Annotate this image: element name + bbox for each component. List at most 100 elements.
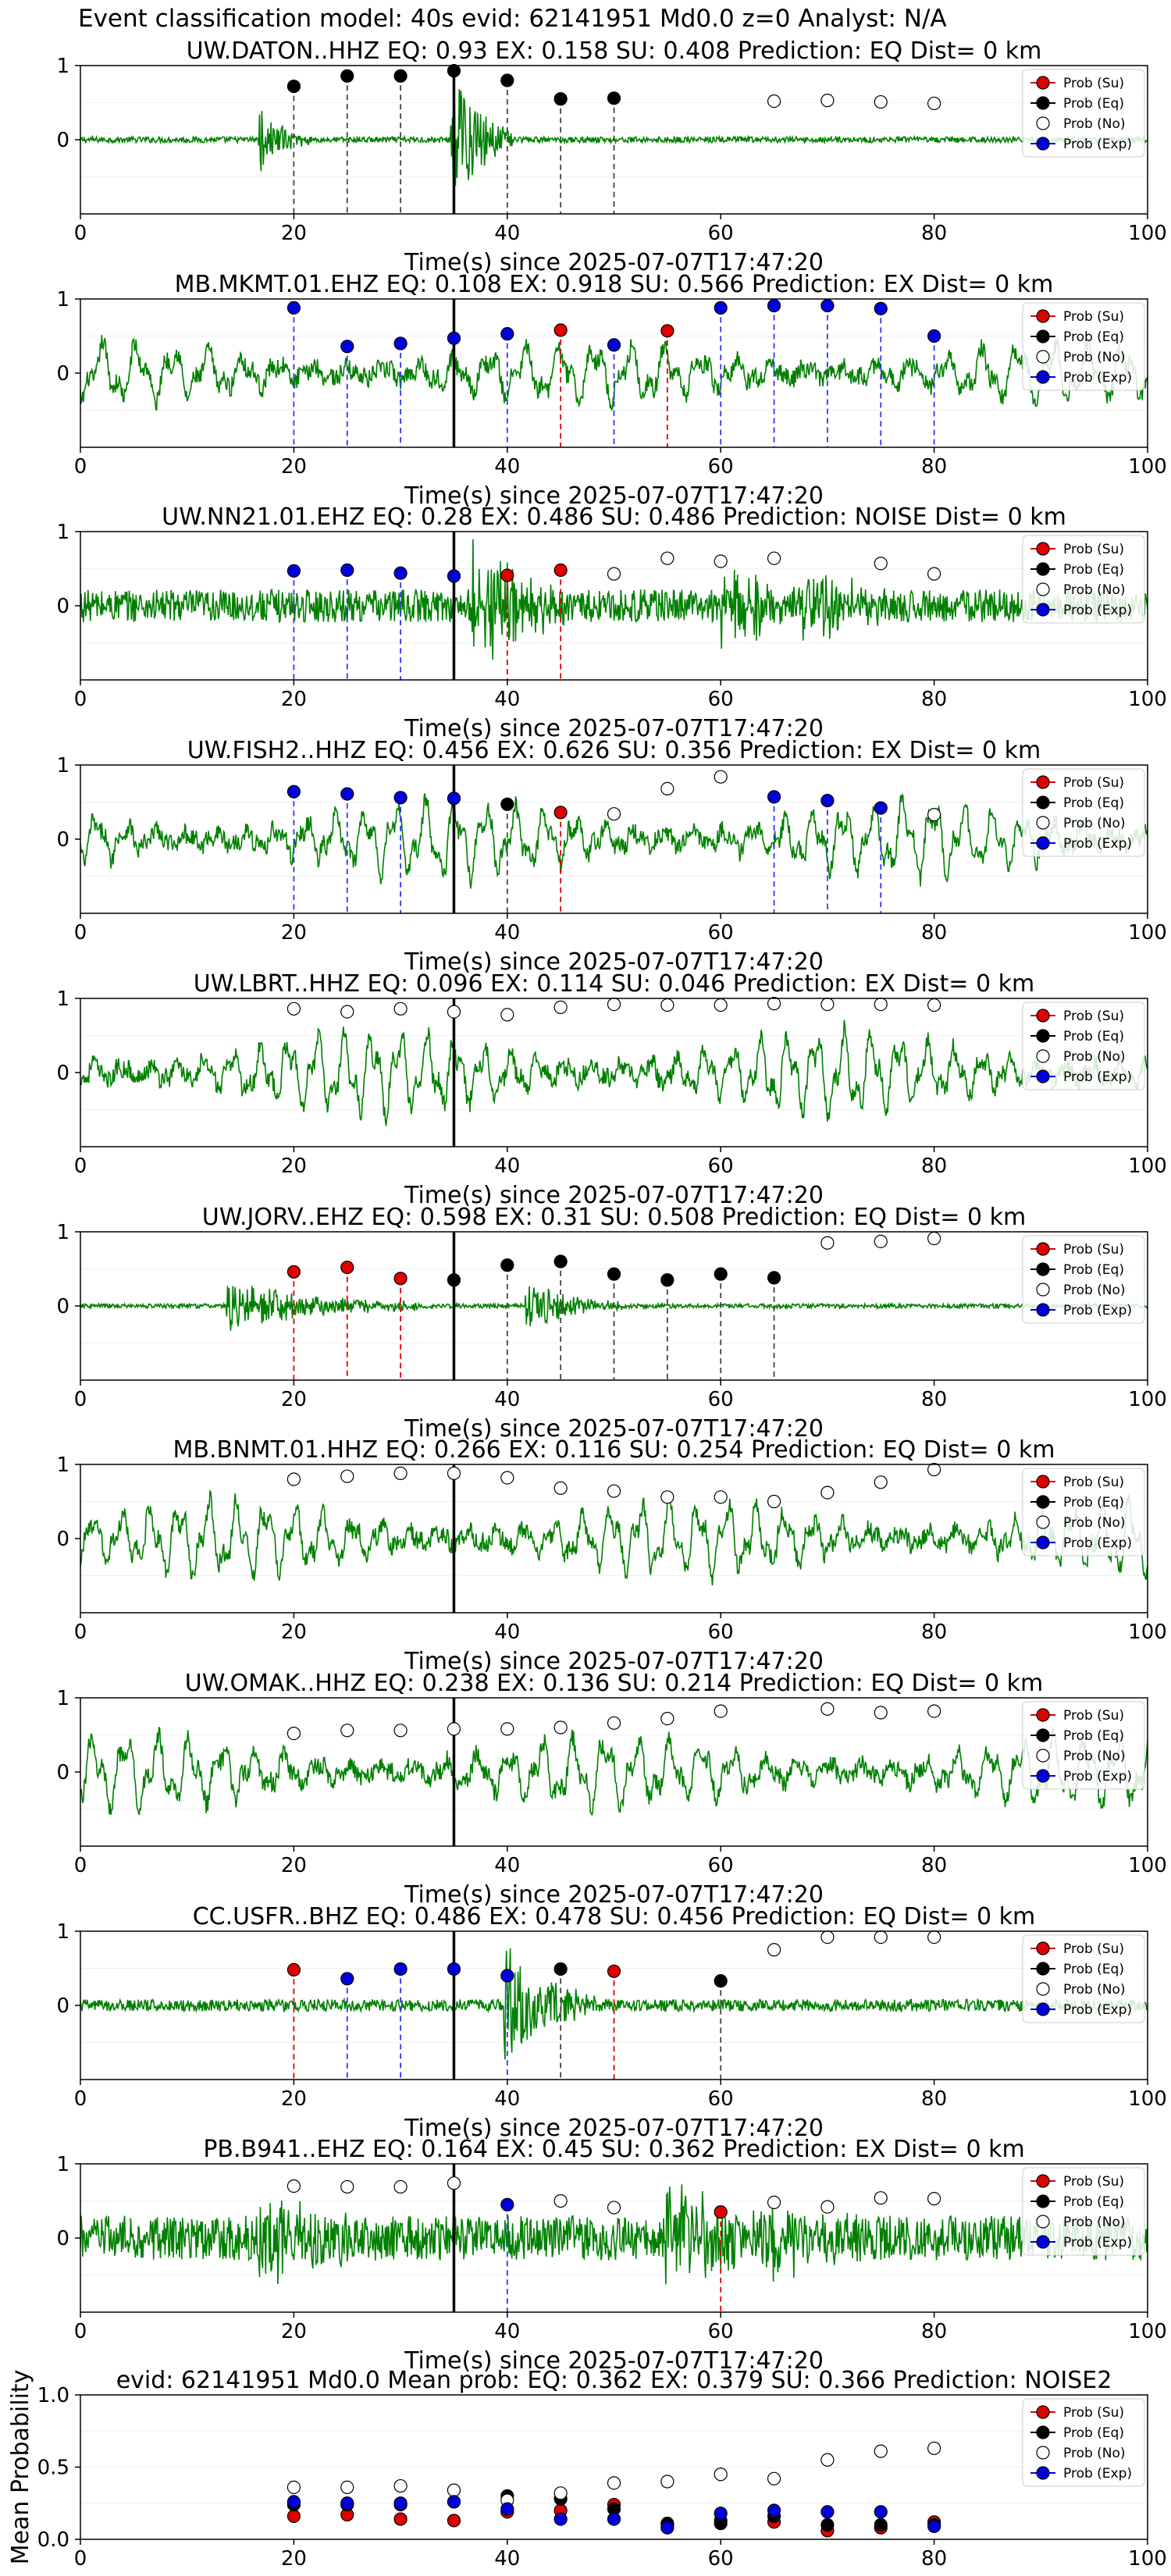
prob-point-eq <box>553 1962 568 1976</box>
legend-label: Prob (Su) <box>1063 2174 1124 2190</box>
prob-point-eq <box>714 1974 728 1988</box>
legend-marker-eq <box>1036 2194 1050 2208</box>
x-tick-label: 40 <box>494 222 520 245</box>
prob-point-exp <box>340 1972 354 1986</box>
legend-marker-no <box>1036 2215 1050 2229</box>
prob-point-no <box>287 1002 301 1016</box>
legend-box <box>1022 1468 1145 1557</box>
prob-point-no <box>287 1727 301 1741</box>
prob-point-no <box>393 1724 408 1738</box>
prob-point-no <box>553 1720 568 1735</box>
waveform-trace <box>80 1726 1148 1816</box>
x-tick-label: 60 <box>708 1388 734 1411</box>
prob-point-no <box>927 998 941 1012</box>
x-tick-label: 40 <box>494 1155 520 1178</box>
y-tick-label: 0 <box>56 828 69 852</box>
waveform-trace <box>80 1489 1148 1585</box>
legend-box <box>1022 1235 1145 1324</box>
x-tick-label: 80 <box>921 1388 947 1411</box>
legend: Prob (Su) Prob (Eq) Prob (No) Prob (Exp) <box>1022 302 1145 391</box>
prob-point-eq <box>500 1258 514 1272</box>
x-tick-label: 80 <box>921 455 947 479</box>
prob-point-su <box>500 568 514 582</box>
legend-marker-no <box>1036 1515 1050 1529</box>
prob-point-eq <box>553 1254 568 1268</box>
x-tick-label: 60 <box>708 2547 734 2571</box>
legend-label: Prob (Exp) <box>1063 1769 1132 1784</box>
panel-title: UW.FISH2..HHZ EQ: 0.456 EX: 0.626 SU: 0.… <box>187 737 1041 764</box>
y-tick-label: 0 <box>56 1295 69 1318</box>
prob-point-exp <box>714 301 728 315</box>
prob-point-exp <box>393 336 408 350</box>
legend-marker-eq <box>1036 1495 1050 1509</box>
x-tick-label: 20 <box>281 1621 307 1644</box>
prob-point-exp <box>447 569 461 583</box>
x-tick-label: 0 <box>74 1155 87 1178</box>
legend-marker-no <box>1036 1982 1050 1996</box>
x-tick-label: 100 <box>1128 688 1167 711</box>
legend-marker-eq <box>1036 795 1050 809</box>
prob-point-no <box>447 2176 461 2190</box>
prob-point-no <box>927 1463 941 1477</box>
legend-box <box>1022 2167 1145 2256</box>
legend-label: Prob (Eq) <box>1063 795 1124 811</box>
prob-point-no <box>607 2201 621 2215</box>
x-tick-label: 20 <box>281 455 307 479</box>
waveform-trace <box>80 335 1148 412</box>
prob-point-no <box>767 1943 781 1957</box>
chart-panel-3: UW.NN21.01.EHZ EQ: 0.28 EX: 0.486 SU: 0.… <box>56 503 1166 742</box>
legend-box <box>1022 768 1145 857</box>
x-tick-label: 60 <box>708 1155 734 1178</box>
legend-marker-su <box>1036 1941 1050 1955</box>
prob-point-no <box>607 567 621 581</box>
prob-point-no <box>340 1469 354 1483</box>
x-tick-label: 40 <box>494 688 520 711</box>
chart-panel-10: PB.B941..EHZ EQ: 0.164 EX: 0.45 SU: 0.36… <box>56 2136 1166 2375</box>
prob-point-exp <box>874 2505 888 2519</box>
x-tick-label: 0 <box>74 222 87 245</box>
prob-point-no <box>393 2179 408 2194</box>
x-tick-label: 60 <box>708 921 734 945</box>
prob-point-exp <box>607 338 621 352</box>
y-tick-label: 0 <box>56 1994 69 2018</box>
y-tick-label: 0.0 <box>37 2528 69 2552</box>
prob-point-no <box>553 1481 568 1496</box>
chart-panel-7: MB.BNMT.01.HHZ EQ: 0.266 EX: 0.116 SU: 0… <box>56 1436 1166 1675</box>
prob-point-no <box>553 2194 568 2208</box>
prob-point-no <box>767 551 781 565</box>
legend-label: Prob (No) <box>1063 582 1126 598</box>
prob-point-exp <box>500 2502 514 2516</box>
legend: Prob (Su) Prob (Eq) Prob (No) Prob (Exp) <box>1022 1934 1145 2023</box>
x-axis-label: Time(s) since 2025-07-07T17:47:20 <box>404 715 824 742</box>
x-tick-label: 100 <box>1128 1388 1167 1411</box>
prob-point-no <box>767 2471 781 2485</box>
legend: Prob (Su) Prob (Eq) Prob (No) Prob (Exp) <box>1022 535 1145 624</box>
prob-point-no <box>393 1002 408 1016</box>
prob-point-exp <box>660 2521 674 2535</box>
prob-point-exp <box>287 785 301 799</box>
prob-point-exp <box>393 566 408 580</box>
prob-point-eq <box>607 91 621 105</box>
legend-marker-su <box>1036 1708 1050 1722</box>
waveform-trace <box>80 1019 1148 1126</box>
waveform-trace <box>80 539 1148 660</box>
legend-label: Prob (No) <box>1063 116 1126 132</box>
prob-point-su <box>447 2514 461 2528</box>
legend-box <box>1022 1701 1145 1790</box>
prob-point-exp <box>500 2197 514 2211</box>
chart-panel-11: evid: 62141951 Md0.0 Mean prob: EQ: 0.36… <box>7 2367 1167 2571</box>
x-tick-label: 40 <box>494 2087 520 2111</box>
legend: Prob (Su) Prob (Eq) Prob (No) Prob (Exp) <box>1022 69 1145 158</box>
prob-point-no <box>767 2195 781 2209</box>
legend-marker-su <box>1036 542 1050 556</box>
prob-point-su <box>714 2205 728 2219</box>
prob-point-eq <box>500 73 514 87</box>
prob-point-exp <box>714 2507 728 2521</box>
prob-point-exp <box>874 301 888 315</box>
prob-point-no <box>607 1716 621 1730</box>
y-tick-label: 1 <box>56 1920 69 1944</box>
legend-label: Prob (No) <box>1063 1283 1126 1298</box>
legend: Prob (Su) Prob (Eq) Prob (No) Prob (Exp) <box>1022 1002 1145 1091</box>
x-tick-label: 60 <box>708 1854 734 1877</box>
prob-point-no <box>927 1930 941 1944</box>
